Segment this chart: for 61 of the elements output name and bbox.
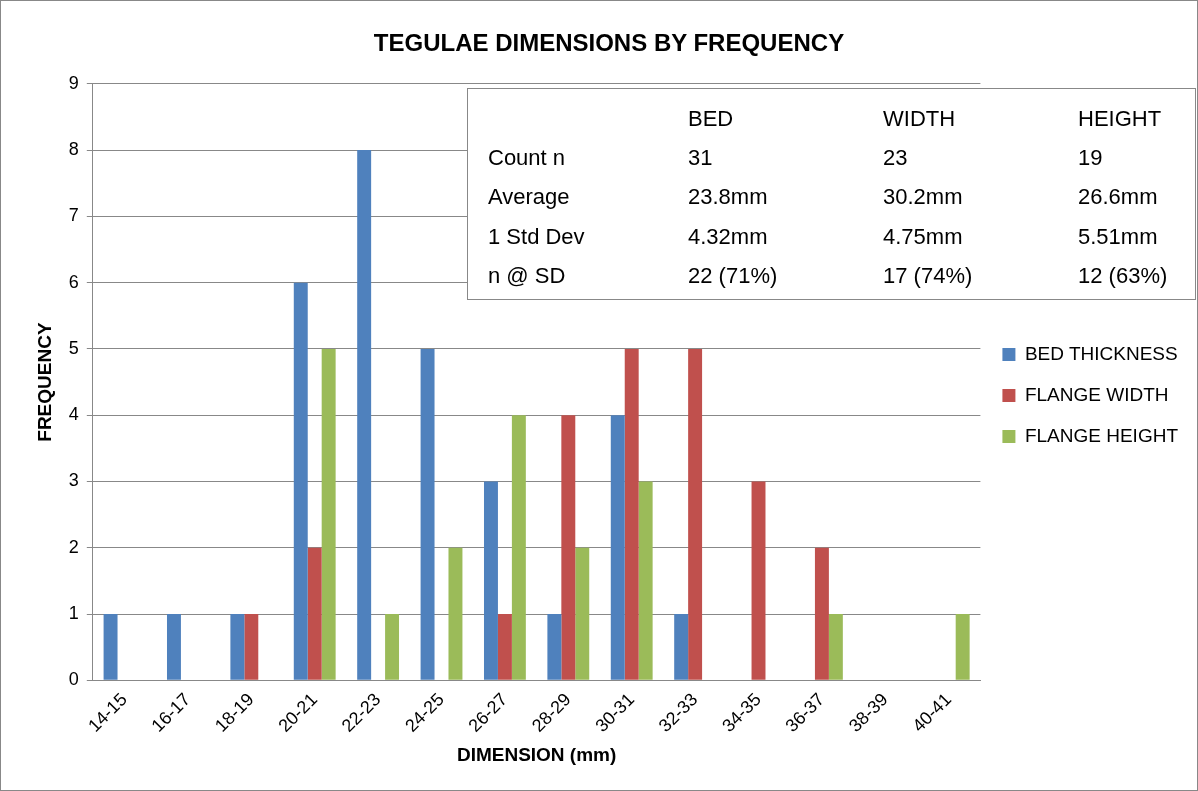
annotation: 31 <box>688 144 714 173</box>
bar <box>357 150 372 680</box>
bar <box>955 614 970 680</box>
bar <box>293 282 308 680</box>
bar <box>420 348 435 680</box>
text: 19 <box>1078 144 1104 173</box>
chart-title: TEGULAE DIMENSIONS BY FREQUENCY <box>373 29 845 57</box>
y-tick-label: 4 <box>68 404 79 425</box>
legend-label: BED THICKNESS <box>1024 342 1178 364</box>
bar <box>688 348 703 680</box>
legend-label: FLANGE WIDTH <box>1024 383 1169 405</box>
y-tick-label: 5 <box>68 337 79 358</box>
legend-label: FLANGE HEIGHT <box>1024 424 1179 446</box>
annotation: BED <box>688 105 735 133</box>
y-tick-label: 7 <box>68 205 79 226</box>
annotation: Average <box>488 183 571 212</box>
x-axis-title: DIMENSION (mm) <box>456 743 617 765</box>
text: HEIGHT <box>1078 105 1163 133</box>
annotation: 17 (74%) <box>883 261 974 290</box>
bar <box>497 614 512 680</box>
annotation: 4.75mm <box>883 222 964 251</box>
y-tick-label: 3 <box>68 470 79 491</box>
bar <box>751 481 766 680</box>
annotation: 22 (71%) <box>688 261 779 290</box>
annotation: 23 <box>883 144 909 173</box>
y-tick-label: 1 <box>68 603 79 624</box>
bar <box>166 614 181 680</box>
text: 26.6mm <box>1078 183 1159 212</box>
y-tick-label: 9 <box>68 72 79 93</box>
annotation: Count n <box>488 144 567 173</box>
annotation: WIDTH <box>883 105 957 133</box>
bar <box>624 348 639 680</box>
annotation: 1 Std Dev <box>488 222 586 251</box>
y-tick-label: 8 <box>68 139 79 160</box>
bar <box>638 481 653 680</box>
y-tick-label: 0 <box>68 669 79 690</box>
bar <box>230 614 245 680</box>
annotation: 4.32mm <box>688 222 769 251</box>
bar <box>828 614 843 680</box>
y-axis-title: FREQUENCY <box>33 322 55 442</box>
text: 5.51mm <box>1078 222 1159 251</box>
y-tick-label: 6 <box>68 271 79 292</box>
bar <box>448 547 463 680</box>
bar <box>575 547 590 680</box>
bar <box>385 614 400 680</box>
y-tick-label: 2 <box>68 536 79 557</box>
bar <box>610 415 625 680</box>
bar <box>511 415 526 680</box>
bar <box>307 547 322 680</box>
bar <box>674 614 689 680</box>
bar <box>483 481 498 680</box>
bar <box>103 614 118 680</box>
bar <box>244 614 259 680</box>
bar <box>814 547 829 680</box>
annotation: 30.2mm <box>883 183 964 212</box>
text: 12 (63%) <box>1078 261 1169 290</box>
bar <box>561 415 576 680</box>
bar <box>321 348 336 680</box>
annotation: n @ SD <box>488 261 567 290</box>
bar <box>547 614 562 680</box>
annotation: 23.8mm <box>688 183 769 212</box>
